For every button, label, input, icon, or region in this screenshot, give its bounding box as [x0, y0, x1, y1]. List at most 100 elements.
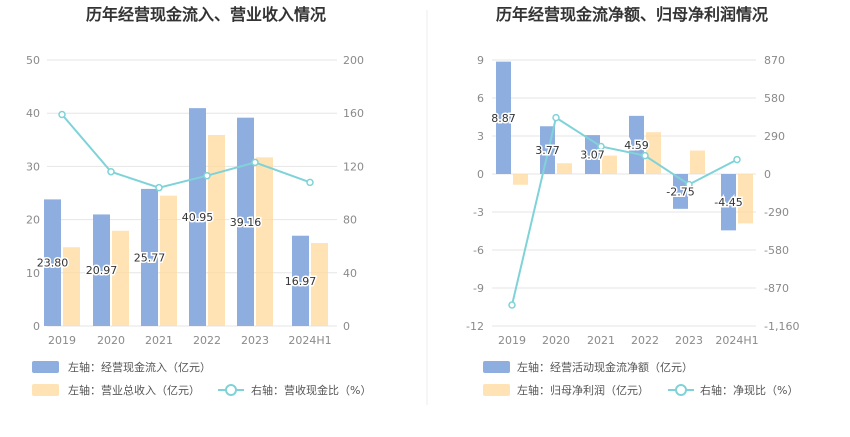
legend-item-primary[interactable]: 左轴：经营活动现金流净额（亿元） — [483, 360, 693, 374]
y-left-tick-label: 10 — [26, 267, 40, 280]
chart-panel-net-cash-profit: 历年经营现金流净额、归母净利润情况 -12 -9 -6 -3 0 3 6 9 -1,160 -8… — [466, 5, 799, 397]
legend-label-primary: 左轴：经营现金流入（亿元） — [68, 360, 211, 374]
grid-lines — [492, 59, 756, 327]
line-series — [58, 110, 314, 192]
legend-item-primary[interactable]: 左轴：经营现金流入（亿元） — [32, 360, 211, 374]
y-left-tick-label: 3 — [477, 130, 484, 143]
bar-data-label: -2.75 — [666, 185, 694, 198]
bar-series — [496, 61, 753, 231]
y-right-tick-label: 200 — [343, 54, 364, 67]
bar-data-label: 8.87 — [491, 112, 516, 125]
bar-primary — [189, 108, 206, 326]
legend-swatch-primary — [32, 361, 59, 373]
x-tick-label: 2019 — [48, 334, 76, 347]
right-axis-ticks: -1,160 -870 -580 -290 0 290 580 870 — [764, 54, 799, 333]
x-tick-label: 2020 — [97, 334, 125, 347]
bar-primary — [629, 115, 644, 174]
y-right-tick-label: 580 — [764, 92, 785, 105]
bar-data-label: -4.45 — [714, 196, 742, 209]
x-tick-label: 2021 — [587, 334, 615, 347]
legend-item-secondary[interactable]: 左轴：营业总收入（亿元） — [32, 383, 200, 397]
y-right-tick-label: 120 — [343, 160, 364, 173]
x-tick-label: 2023 — [241, 334, 269, 347]
legend-item-line[interactable]: 右轴：营收现金比（%） — [218, 383, 371, 397]
bar-primary — [673, 174, 688, 209]
left-axis-ticks: 0 10 20 30 40 50 — [26, 54, 40, 333]
left-axis-ticks: -12 -9 -6 -3 0 3 6 9 — [466, 54, 484, 333]
y-left-tick-label: 20 — [26, 214, 40, 227]
line-point — [306, 178, 314, 187]
y-right-tick-label: 290 — [764, 130, 785, 143]
y-right-tick-label: 160 — [343, 107, 364, 120]
bar-primary — [496, 61, 511, 174]
legend-label-primary: 左轴：经营活动现金流净额（亿元） — [517, 360, 693, 374]
bar-primary — [585, 135, 600, 174]
legend-line-marker — [675, 384, 687, 396]
bar-secondary — [311, 243, 328, 326]
line-point — [58, 110, 66, 119]
x-tick-label: 2023 — [675, 334, 703, 347]
line-point — [107, 167, 115, 176]
x-tick-label: 2024H1 — [288, 334, 331, 347]
legend-swatch-secondary — [32, 384, 59, 396]
line-point — [685, 180, 693, 189]
line-point — [508, 301, 516, 309]
right-axis-ticks: 0 40 80 120 160 200 — [343, 54, 364, 333]
legend[interactable]: 左轴：经营活动现金流净额（亿元） 左轴：归母净利润（亿元） 右轴：净现比（%） — [483, 360, 798, 397]
y-right-tick-label: -870 — [764, 282, 789, 295]
bar-primary — [237, 117, 254, 327]
bar-data-label: 3.07 — [580, 149, 605, 162]
bar-data-label: 40.95 — [182, 211, 214, 224]
bar-primary — [93, 214, 110, 326]
legend-swatch-secondary — [483, 384, 510, 396]
bar-data-label: 25.77 — [134, 251, 166, 264]
y-right-tick-label: 0 — [343, 320, 350, 333]
bar-secondary — [160, 195, 177, 326]
chart-title: 历年经营现金流入、营业收入情况 — [86, 5, 326, 24]
data-labels: 8.87 3.77 3.07 4.59 -2.75 -4.45 — [490, 110, 744, 210]
y-right-tick-label: 0 — [764, 168, 771, 181]
legend-item-line[interactable]: 右轴：净现比（%） — [668, 383, 798, 397]
legend-swatch-primary — [483, 361, 510, 373]
x-axis-ticks: 2019 2020 2021 2022 2023 2024H1 — [48, 334, 332, 347]
bar-data-label: 39.16 — [230, 216, 262, 229]
line-point — [155, 183, 163, 192]
bar-secondary — [690, 150, 705, 174]
bar-secondary — [738, 174, 753, 224]
x-tick-label: 2022 — [193, 334, 221, 347]
bar-primary — [721, 174, 736, 231]
bar-secondary — [513, 174, 528, 185]
line-series — [508, 113, 741, 309]
bar-data-label: 16.97 — [285, 275, 317, 288]
y-left-tick-label: 6 — [477, 92, 484, 105]
y-right-tick-label: -1,160 — [764, 320, 799, 333]
x-axis-ticks: 2019 2020 2021 2022 2023 2024H1 — [498, 334, 759, 347]
legend-label-secondary: 左轴：营业总收入（亿元） — [68, 383, 200, 397]
bar-primary — [292, 235, 309, 326]
y-left-tick-label: 30 — [26, 160, 40, 173]
legend-item-secondary[interactable]: 左轴：归母净利润（亿元） — [483, 383, 649, 397]
bar-data-label: 4.59 — [624, 139, 649, 152]
line-point — [641, 151, 649, 160]
y-left-tick-label: 9 — [477, 54, 484, 67]
line-path — [61, 113, 311, 189]
y-left-tick-label: -6 — [473, 244, 484, 257]
line-point — [597, 142, 605, 151]
y-left-tick-label: 0 — [477, 168, 484, 181]
line-point — [203, 171, 211, 180]
line-point — [733, 155, 741, 164]
line-point — [552, 113, 560, 122]
x-tick-label: 2019 — [498, 334, 526, 347]
bar-secondary — [208, 135, 225, 326]
line-point — [251, 158, 259, 167]
bar-secondary — [256, 157, 273, 326]
legend[interactable]: 左轴：经营现金流入（亿元） 左轴：营业总收入（亿元） 右轴：营收现金比（%） — [32, 360, 371, 397]
legend-line-marker — [225, 384, 237, 396]
x-tick-label: 2020 — [542, 334, 570, 347]
legend-label-secondary: 左轴：归母净利润（亿元） — [517, 383, 649, 397]
y-right-tick-label: -290 — [764, 206, 789, 219]
bar-data-label: 3.77 — [535, 144, 560, 157]
bar-primary — [141, 188, 158, 326]
